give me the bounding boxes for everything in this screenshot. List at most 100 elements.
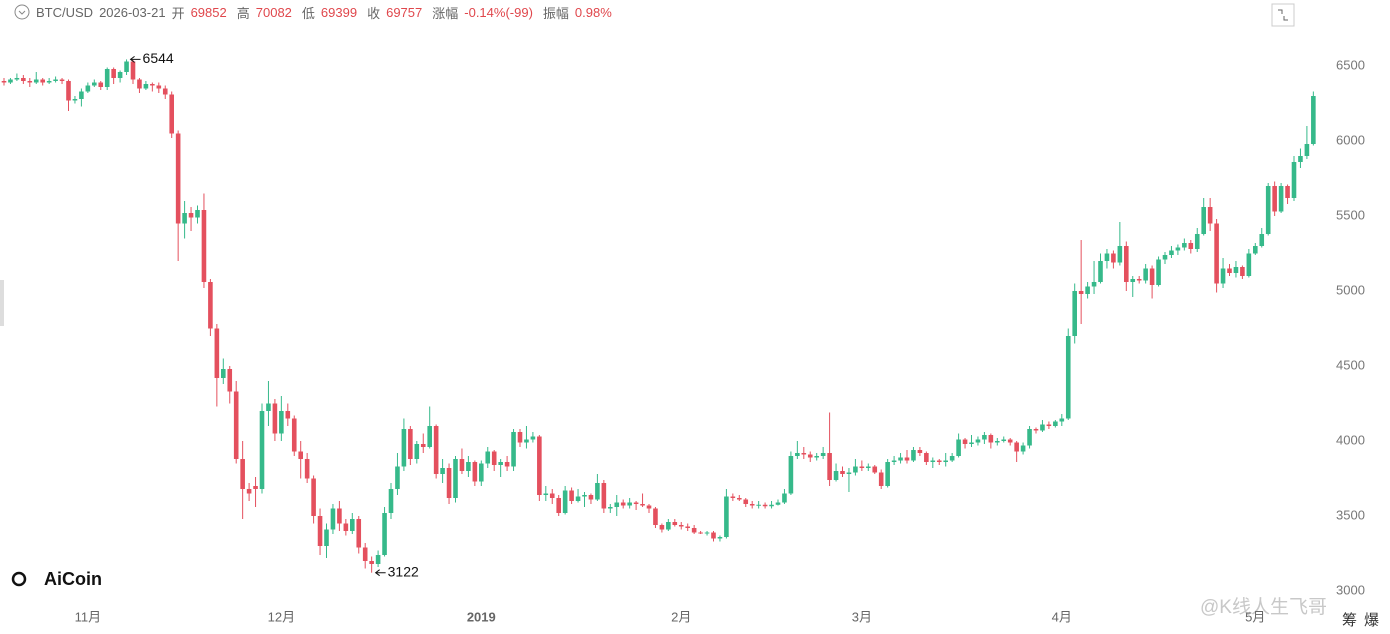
x-tick-label: 2月 xyxy=(671,609,691,624)
candle-body xyxy=(253,486,258,489)
value: 70082 xyxy=(255,4,292,20)
candle-body xyxy=(317,516,323,546)
candle-body xyxy=(1194,234,1200,249)
candle-body xyxy=(840,471,845,474)
candle-body xyxy=(272,403,278,434)
candle-body xyxy=(659,525,665,530)
candle-body xyxy=(1304,144,1310,156)
candle-body xyxy=(175,133,181,224)
candle-body xyxy=(453,459,458,498)
candle-body xyxy=(201,210,207,282)
candle-body xyxy=(653,508,658,525)
annotation-arrow xyxy=(129,56,141,63)
candle-body xyxy=(949,456,955,461)
collapse-icon[interactable] xyxy=(14,4,30,20)
candle-body xyxy=(362,547,368,561)
candle-body xyxy=(1156,259,1161,285)
candle-body xyxy=(466,462,471,471)
candle-body xyxy=(414,444,420,459)
candle-body xyxy=(827,453,832,480)
candle-body xyxy=(614,502,620,507)
fullscreen-button[interactable] xyxy=(1271,3,1295,27)
candle-body xyxy=(1291,162,1297,198)
candle-body xyxy=(279,411,284,434)
candle-body xyxy=(1098,261,1103,282)
candle-body xyxy=(117,72,123,78)
candle-body xyxy=(240,459,245,489)
candle-body xyxy=(724,496,729,537)
label: 高 xyxy=(236,5,250,21)
candle-body xyxy=(1285,186,1290,198)
side-tab[interactable] xyxy=(0,280,4,326)
candle-body xyxy=(795,453,800,456)
candle-body xyxy=(21,78,26,81)
x-tick-label: 3月 xyxy=(852,609,872,624)
candle-body xyxy=(14,78,20,80)
candle-body xyxy=(498,462,503,465)
candle-body xyxy=(1053,421,1058,426)
candle-body xyxy=(343,523,349,531)
candle-body xyxy=(517,432,523,443)
label: 振幅 xyxy=(542,5,569,21)
candle-body xyxy=(556,498,561,513)
candle-body xyxy=(46,81,52,83)
candle-body xyxy=(672,522,678,525)
candle-body xyxy=(633,502,639,504)
candle-body xyxy=(162,88,168,95)
x-tick-label: 4月 xyxy=(1052,609,1072,624)
candle-body xyxy=(1014,442,1019,452)
candle-body xyxy=(788,456,794,494)
y-tick-label: 4500 xyxy=(1336,357,1365,372)
candle-body xyxy=(608,507,613,509)
candle-body xyxy=(150,84,155,86)
candle-body xyxy=(169,94,174,134)
candle-body xyxy=(337,508,342,524)
y-tick-label: 5000 xyxy=(1336,282,1365,297)
candle-body xyxy=(1259,234,1265,246)
candle-body xyxy=(511,432,516,467)
candle-body xyxy=(1201,207,1206,234)
candle-body xyxy=(98,82,104,87)
candle-body xyxy=(195,210,200,218)
fullscreen-icon xyxy=(1278,9,1288,21)
candle-body xyxy=(575,496,581,501)
candle-body xyxy=(1,81,7,83)
candle-body xyxy=(188,213,194,218)
candle-body xyxy=(1040,424,1045,431)
candle-body xyxy=(143,84,149,89)
corner-button[interactable]: 筹 xyxy=(1342,612,1357,629)
candle-body xyxy=(1130,279,1136,282)
corner-button[interactable]: 爆 xyxy=(1364,612,1379,629)
candle-body xyxy=(33,79,39,83)
candle-body xyxy=(1072,291,1077,336)
candle-body xyxy=(298,451,303,459)
candle-body xyxy=(885,462,890,486)
label: 涨幅 xyxy=(432,5,459,21)
candle-body xyxy=(1065,336,1071,419)
candle-body xyxy=(304,459,310,479)
candle-body xyxy=(762,504,768,507)
candle-body xyxy=(472,462,478,482)
candle-body xyxy=(872,466,878,473)
value: 69757 xyxy=(386,4,423,20)
candle-body xyxy=(601,483,607,509)
candle-body xyxy=(356,519,362,548)
candle-body xyxy=(846,472,852,474)
label: 开 xyxy=(171,5,185,21)
candle-body xyxy=(833,471,839,480)
label: 低 xyxy=(301,5,315,21)
candle-body xyxy=(92,82,97,86)
candle-body xyxy=(866,466,871,468)
candle-body xyxy=(427,426,432,447)
candle-body xyxy=(988,435,994,443)
candle-body xyxy=(479,463,484,482)
candle-body xyxy=(388,489,394,513)
candle-body xyxy=(1298,156,1303,162)
candle-body xyxy=(350,519,355,531)
candle-body xyxy=(446,468,452,498)
candle-body xyxy=(595,483,600,500)
candle-body xyxy=(911,450,916,461)
candle-body xyxy=(1001,439,1007,441)
candle-body xyxy=(582,495,587,497)
candle-body xyxy=(1169,250,1174,255)
